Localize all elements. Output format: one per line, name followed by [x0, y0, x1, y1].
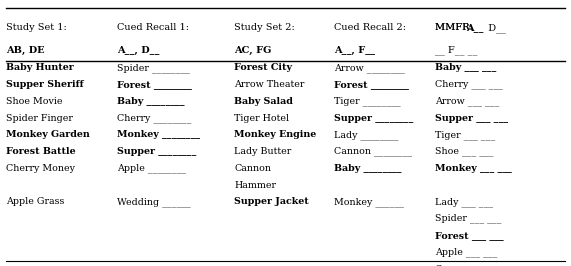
Text: Spider ________: Spider ________: [117, 63, 190, 73]
Text: Supper ________: Supper ________: [334, 114, 413, 123]
Text: Baby ___ ___: Baby ___ ___: [435, 63, 496, 72]
Text: Cherry ________: Cherry ________: [117, 113, 191, 123]
Text: Hammer: Hammer: [234, 181, 276, 190]
Text: Apple ___ ___: Apple ___ ___: [435, 247, 497, 257]
Text: Supper ________: Supper ________: [117, 147, 196, 156]
Text: Arrow Theater: Arrow Theater: [234, 80, 304, 89]
Text: Lady ___ ___: Lady ___ ___: [435, 197, 493, 207]
Text: A__, F__: A__, F__: [334, 46, 375, 55]
Text: MMFR:: MMFR:: [435, 23, 476, 32]
Text: Monkey Engine: Monkey Engine: [234, 130, 316, 139]
Text: Lady ________: Lady ________: [334, 130, 399, 140]
Text: Cherry Money: Cherry Money: [6, 164, 75, 173]
Text: Baby Salad: Baby Salad: [234, 97, 293, 106]
Text: Tiger Hotel: Tiger Hotel: [234, 114, 289, 123]
Text: MMFR:: MMFR:: [435, 23, 476, 32]
Text: Tiger ________: Tiger ________: [334, 97, 401, 106]
Text: Shoe ___ ___: Shoe ___ ___: [435, 147, 493, 156]
Text: Forest ________: Forest ________: [334, 80, 409, 89]
Text: Cannon: Cannon: [234, 164, 271, 173]
Text: Spider Finger: Spider Finger: [6, 114, 73, 123]
Text: A__: A__: [467, 23, 484, 32]
Text: Cherry ___ ___: Cherry ___ ___: [435, 80, 503, 89]
Text: D__: D__: [482, 23, 506, 33]
Text: Tiger ___ ___: Tiger ___ ___: [435, 130, 495, 140]
Text: Apple Grass: Apple Grass: [6, 197, 64, 206]
Text: Cued Recall 1:: Cued Recall 1:: [117, 23, 189, 32]
Text: Spider ___ ___: Spider ___ ___: [435, 214, 501, 223]
Text: Lady Butter: Lady Butter: [234, 147, 291, 156]
Text: AB, DE: AB, DE: [6, 46, 45, 55]
Text: Baby Hunter: Baby Hunter: [6, 63, 74, 72]
Text: Arrow ___ ___: Arrow ___ ___: [435, 97, 500, 106]
Text: Forest City: Forest City: [234, 63, 292, 72]
Text: Monkey ________: Monkey ________: [117, 130, 200, 139]
Text: A__, D__: A__, D__: [117, 46, 159, 55]
Text: Forest ________: Forest ________: [117, 80, 192, 89]
Text: Arrow ________: Arrow ________: [334, 63, 405, 73]
Text: Supper Sheriff: Supper Sheriff: [6, 80, 83, 89]
Text: Monkey ___ ___: Monkey ___ ___: [435, 164, 512, 173]
Text: Study Set 2:: Study Set 2:: [234, 23, 295, 32]
Text: AC, FG: AC, FG: [234, 46, 271, 55]
Text: Supper Jacket: Supper Jacket: [234, 197, 309, 206]
Text: Supper ___ ___: Supper ___ ___: [435, 114, 508, 123]
Text: __ F__ __: __ F__ __: [435, 46, 477, 55]
Text: Baby ________: Baby ________: [117, 97, 184, 106]
Text: Apple ________: Apple ________: [117, 164, 186, 173]
Text: Study Set 1:: Study Set 1:: [6, 23, 66, 32]
Text: Shoe Movie: Shoe Movie: [6, 97, 62, 106]
Text: Wedding ______: Wedding ______: [117, 197, 191, 207]
Text: Monkey ______: Monkey ______: [334, 197, 404, 207]
Text: Monkey Garden: Monkey Garden: [6, 130, 90, 139]
Text: Cannon ___ ___: Cannon ___ ___: [435, 264, 506, 266]
Text: Cannon ________: Cannon ________: [334, 147, 412, 156]
Text: Cued Recall 2:: Cued Recall 2:: [334, 23, 406, 32]
Text: Baby ________: Baby ________: [334, 164, 401, 173]
Text: Forest ___ ___: Forest ___ ___: [435, 231, 504, 240]
Text: Forest Battle: Forest Battle: [6, 147, 75, 156]
